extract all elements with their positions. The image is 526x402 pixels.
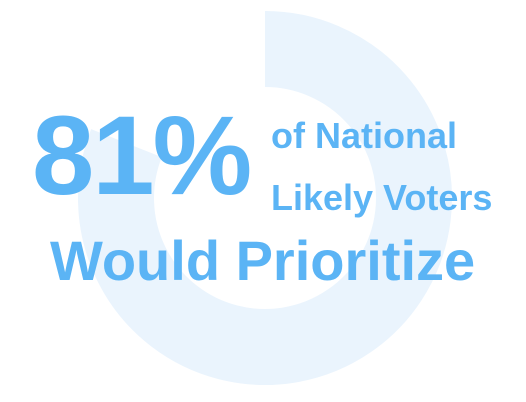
headline-line-1: of National — [271, 115, 457, 156]
headline-percent: 81% — [32, 93, 252, 218]
headline-line-2: Likely Voters — [271, 177, 493, 218]
headline-line-3: Would Prioritize — [50, 229, 476, 292]
ring-arc — [78, 11, 452, 385]
